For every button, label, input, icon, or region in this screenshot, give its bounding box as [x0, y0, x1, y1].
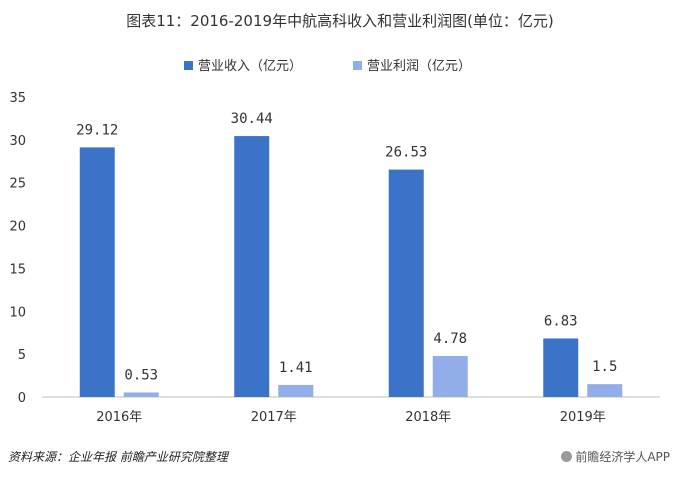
x-tick-label: 2018年	[405, 410, 451, 425]
y-tick-label: 5	[18, 348, 26, 363]
y-tick-label: 0	[18, 391, 26, 406]
brand-logo-icon	[561, 451, 573, 462]
brand-label: 前瞻经济学人APP	[561, 448, 670, 465]
data-label: 29.12	[76, 122, 118, 138]
bar-revenue	[543, 338, 579, 397]
y-tick-label: 20	[9, 220, 26, 235]
legend-label: 营业收入（亿元）	[198, 59, 302, 74]
legend-swatch	[184, 61, 193, 70]
source-note: 资料来源：企业年报 前瞻产业研究院整理	[8, 450, 228, 464]
bar-profit	[123, 392, 159, 397]
bar-profit	[432, 356, 468, 397]
bar-revenue	[79, 147, 115, 397]
bar-profit	[278, 384, 314, 397]
x-tick-label: 2017年	[251, 410, 297, 425]
chart-title: 图表11：2016-2019年中航高科收入和营业利润图(单位：亿元)	[126, 12, 554, 30]
data-label: 4.78	[433, 331, 467, 347]
x-tick-label: 2016年	[96, 410, 142, 425]
data-label: 6.83	[544, 313, 578, 329]
bar-profit	[587, 384, 623, 397]
bar-revenue	[388, 169, 424, 397]
legend-label: 营业利润（亿元）	[367, 59, 471, 74]
y-tick-label: 25	[9, 177, 26, 192]
data-label: 1.41	[279, 360, 313, 376]
legend-swatch	[353, 61, 362, 70]
data-label: 26.53	[385, 145, 427, 161]
y-tick-label: 15	[9, 262, 26, 277]
bar-revenue	[234, 136, 270, 398]
data-label: 0.53	[124, 367, 158, 383]
x-tick-label: 2019年	[560, 410, 606, 425]
brand-text: 前瞻经济学人APP	[575, 450, 670, 464]
data-label: 1.5	[592, 359, 617, 375]
y-tick-label: 35	[9, 91, 26, 106]
data-label: 30.44	[231, 111, 273, 127]
y-tick-label: 10	[9, 305, 26, 320]
y-tick-label: 30	[9, 134, 26, 149]
